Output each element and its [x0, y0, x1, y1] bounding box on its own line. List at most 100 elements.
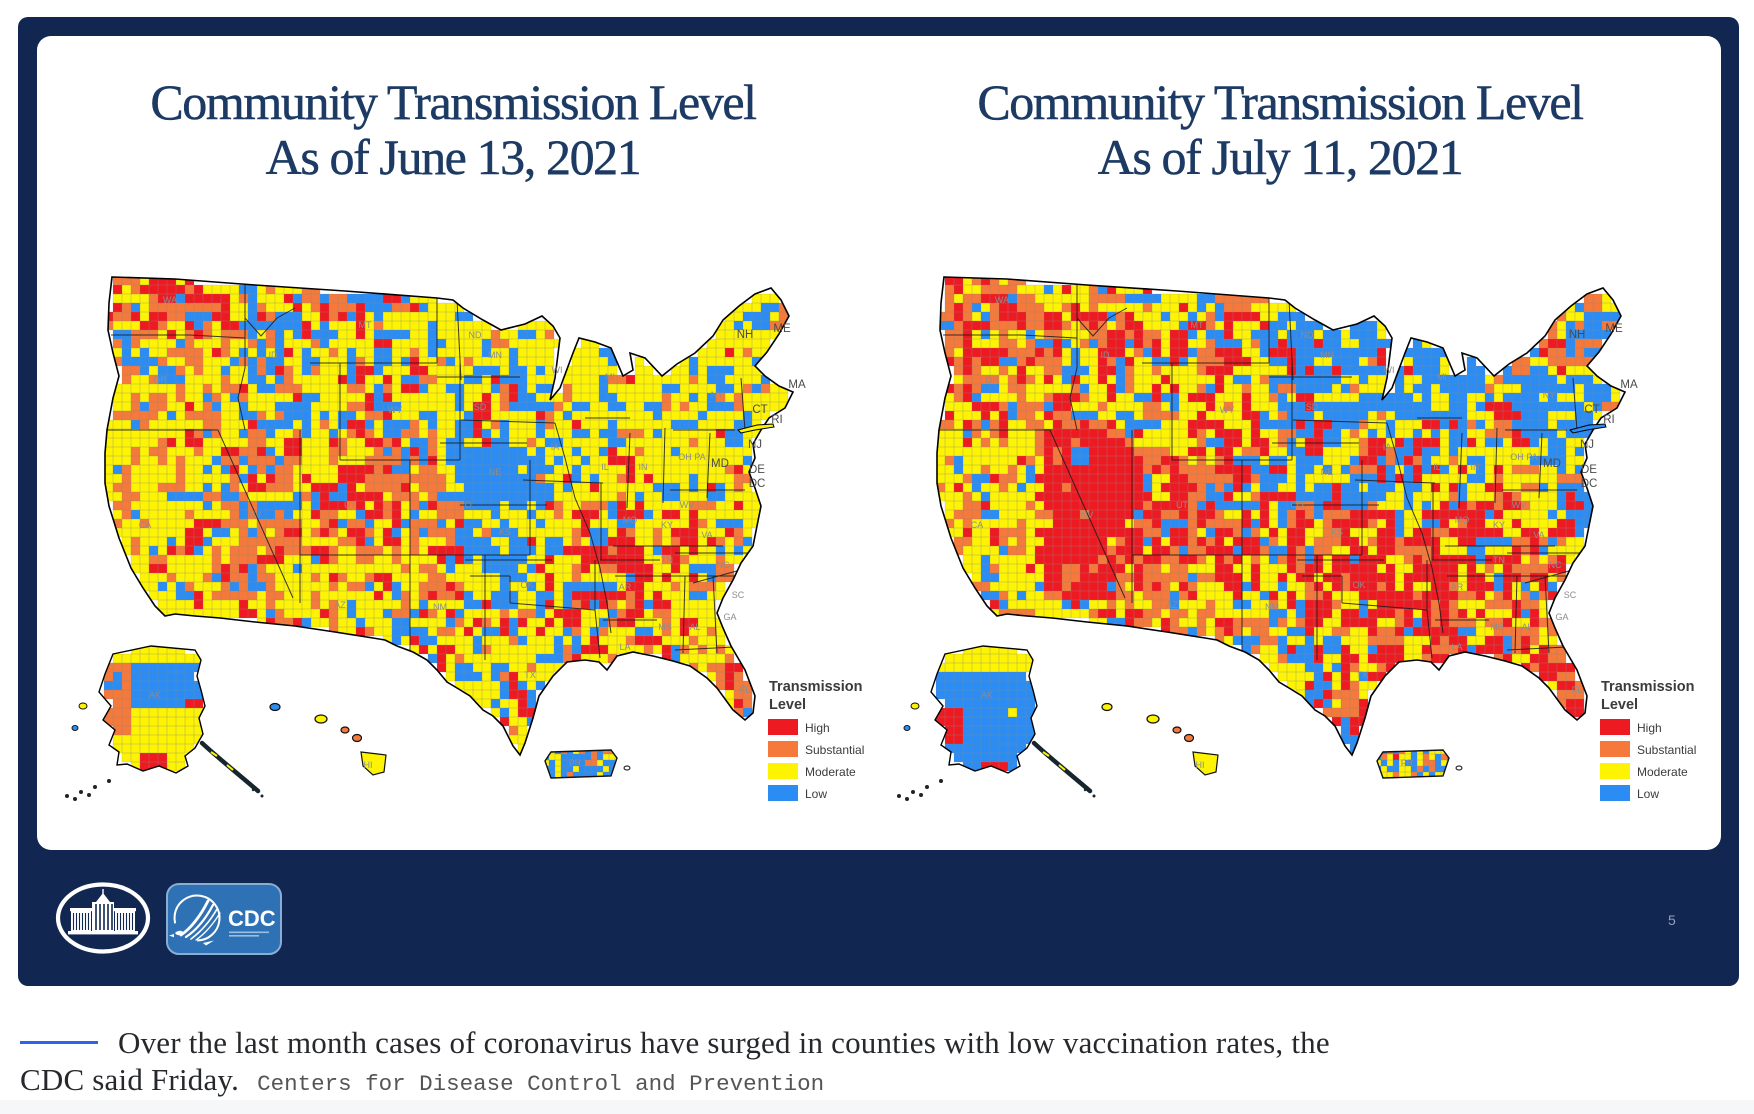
- svg-text:MI: MI: [1437, 372, 1447, 382]
- svg-text:MT: MT: [359, 320, 372, 330]
- svg-text:MI: MI: [605, 372, 615, 382]
- svg-text:ID: ID: [1101, 350, 1111, 360]
- svg-text:KY: KY: [661, 520, 673, 530]
- svg-text:GA: GA: [723, 612, 736, 622]
- svg-text:CDC: CDC: [228, 906, 276, 931]
- svg-text:High: High: [805, 721, 830, 735]
- svg-text:IN: IN: [1471, 462, 1480, 472]
- svg-text:MA: MA: [1620, 379, 1638, 391]
- svg-text:MA: MA: [788, 379, 806, 391]
- svg-text:TN: TN: [661, 555, 673, 565]
- svg-text:TX: TX: [1356, 670, 1368, 680]
- svg-text:SD: SD: [1306, 402, 1319, 412]
- svg-text:KS: KS: [1331, 527, 1343, 537]
- svg-text:Low: Low: [805, 787, 827, 801]
- svg-text:CO: CO: [458, 500, 472, 510]
- svg-text:WI: WI: [1384, 365, 1395, 375]
- svg-text:AZ: AZ: [334, 600, 346, 610]
- svg-text:AZ: AZ: [1166, 600, 1178, 610]
- svg-text:MD: MD: [1543, 458, 1561, 470]
- svg-text:DC: DC: [749, 478, 766, 490]
- svg-text:PA: PA: [694, 452, 705, 462]
- svg-text:ND: ND: [1301, 330, 1314, 340]
- svg-text:Moderate: Moderate: [805, 765, 856, 779]
- svg-text:WV: WV: [680, 500, 695, 510]
- svg-text:MN: MN: [488, 350, 502, 360]
- svg-text:WV: WV: [1512, 500, 1527, 510]
- svg-text:FL: FL: [740, 685, 751, 695]
- svg-text:NJ: NJ: [1580, 439, 1594, 451]
- svg-text:NV: NV: [1081, 510, 1094, 520]
- svg-text:LA: LA: [1451, 642, 1462, 652]
- svg-text:UT: UT: [344, 500, 356, 510]
- svg-text:MN: MN: [1320, 350, 1334, 360]
- svg-text:TN: TN: [1493, 555, 1505, 565]
- svg-text:PA: PA: [1526, 452, 1537, 462]
- svg-text:AR: AR: [1451, 582, 1464, 592]
- svg-text:CA: CA: [139, 520, 152, 530]
- svg-text:FL: FL: [1572, 685, 1583, 695]
- svg-text:SC: SC: [1564, 590, 1577, 600]
- svg-text:OR: OR: [985, 375, 999, 385]
- svg-text:TX: TX: [524, 670, 536, 680]
- svg-text:ME: ME: [1605, 323, 1623, 335]
- svg-text:MD: MD: [711, 458, 729, 470]
- svg-text:NJ: NJ: [748, 439, 762, 451]
- svg-text:DC: DC: [1581, 478, 1598, 490]
- svg-text:NC: NC: [1549, 560, 1562, 570]
- svg-text:IA: IA: [551, 442, 560, 452]
- svg-text:WY: WY: [388, 405, 403, 415]
- svg-text:OR: OR: [153, 375, 167, 385]
- svg-text:IL: IL: [1433, 462, 1441, 472]
- svg-text:NE: NE: [489, 467, 502, 477]
- svg-text:NH: NH: [737, 329, 754, 341]
- svg-text:GA: GA: [1555, 612, 1568, 622]
- svg-text:OH: OH: [1510, 452, 1524, 462]
- svg-text:CT: CT: [752, 404, 767, 416]
- svg-text:UT: UT: [1176, 500, 1188, 510]
- svg-text:Low: Low: [1637, 787, 1659, 801]
- svg-text:VA: VA: [1533, 530, 1544, 540]
- svg-text:NM: NM: [1265, 602, 1279, 612]
- svg-text:NH: NH: [1569, 329, 1586, 341]
- svg-text:WY: WY: [1220, 405, 1235, 415]
- svg-text:Moderate: Moderate: [1637, 765, 1688, 779]
- svg-text:HI: HI: [364, 760, 373, 770]
- svg-text:RI: RI: [771, 414, 783, 426]
- svg-text:ID: ID: [269, 350, 279, 360]
- svg-text:IA: IA: [1383, 442, 1392, 452]
- svg-text:OK: OK: [1352, 580, 1365, 590]
- svg-text:MS: MS: [658, 622, 672, 632]
- svg-text:OH: OH: [678, 452, 692, 462]
- svg-text:DE: DE: [749, 464, 765, 476]
- svg-text:NV: NV: [249, 510, 262, 520]
- svg-text:Level: Level: [769, 697, 806, 713]
- svg-text:Transmission: Transmission: [769, 679, 862, 695]
- svg-text:LA: LA: [619, 642, 630, 652]
- svg-text:KY: KY: [1493, 520, 1505, 530]
- svg-text:DE: DE: [1581, 464, 1597, 476]
- svg-text:MT: MT: [1191, 320, 1204, 330]
- svg-text:ND: ND: [469, 330, 482, 340]
- svg-text:WI: WI: [552, 365, 563, 375]
- svg-text:IN: IN: [639, 462, 648, 472]
- svg-text:Substantial: Substantial: [1637, 743, 1696, 757]
- svg-text:PR: PR: [1401, 758, 1414, 768]
- svg-text:MS: MS: [1490, 622, 1504, 632]
- svg-text:RI: RI: [1603, 414, 1615, 426]
- svg-text:Substantial: Substantial: [805, 743, 864, 757]
- svg-text:MO: MO: [1455, 515, 1470, 525]
- svg-text:MO: MO: [623, 515, 638, 525]
- svg-text:AK: AK: [149, 690, 161, 700]
- svg-text:NY: NY: [711, 390, 724, 400]
- svg-text:SC: SC: [732, 590, 745, 600]
- svg-text:AR: AR: [619, 582, 632, 592]
- svg-text:PR: PR: [569, 758, 582, 768]
- svg-text:Transmission: Transmission: [1601, 679, 1694, 695]
- svg-text:SD: SD: [474, 402, 487, 412]
- svg-text:VA: VA: [701, 530, 712, 540]
- svg-text:WA: WA: [163, 295, 177, 305]
- svg-text:AK: AK: [981, 690, 993, 700]
- svg-text:HI: HI: [1196, 760, 1205, 770]
- svg-text:NY: NY: [1543, 390, 1556, 400]
